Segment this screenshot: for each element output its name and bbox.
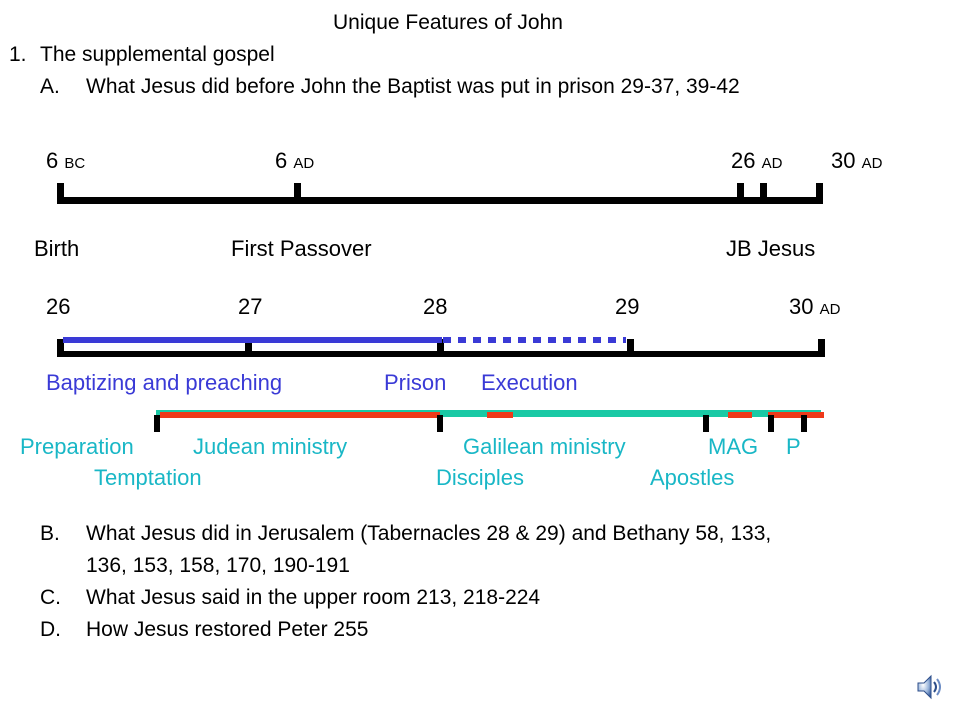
timeline-1-tick-6ad: [294, 183, 301, 204]
label-mag: MAG: [708, 434, 759, 459]
marker-mag: [768, 415, 774, 432]
timeline-1-tick-30ad: [816, 183, 823, 204]
timeline-2-tick-29: [627, 339, 634, 357]
item-b-line-2: 136, 153, 158, 170, 190-191: [86, 554, 350, 577]
timeline-2-tick-26: [57, 339, 64, 357]
tick-label-28: 28: [423, 294, 448, 319]
point-1-text: The supplemental gospel: [40, 43, 275, 66]
item-b-label: B.: [40, 522, 60, 545]
timeline-1-axis: [57, 197, 823, 204]
label-execution: Execution: [481, 370, 578, 395]
page-title: Unique Features of John: [333, 11, 563, 34]
tick-label-26: 26: [46, 294, 71, 319]
item-d-text: How Jesus restored Peter 255: [86, 618, 369, 641]
timeline-1-tick-26ad-jb: [737, 183, 744, 204]
timeline-2-tick-27: [245, 339, 252, 357]
tick-label-6ad: 6 AD: [275, 148, 315, 173]
timeline-1-tick-6bc: [57, 183, 64, 204]
timeline-1-tick-26ad-jesus: [760, 183, 767, 204]
label-apostles: Apostles: [650, 465, 735, 490]
timeline-2-tick-28: [437, 339, 444, 357]
marker-p: [801, 415, 807, 432]
marker-temptation: [154, 415, 160, 432]
tick-label-30ad: 30 AD: [831, 148, 883, 173]
label-preparation: Preparation: [20, 434, 134, 459]
marker-apostles: [703, 415, 709, 432]
tick-label-26ad: 26 AD: [731, 148, 783, 173]
label-disciples: Disciples: [436, 465, 525, 490]
galilean-segment-1: [487, 412, 513, 418]
tick-label-29: 29: [615, 294, 640, 319]
mag-segment: [728, 412, 752, 418]
tick-label-30ad: 30 AD: [789, 294, 841, 319]
event-birth: Birth: [34, 236, 80, 261]
event-first-passover: First Passover: [231, 236, 372, 261]
marker-disciples: [437, 415, 443, 432]
label-baptizing-preaching: Baptizing and preaching: [46, 370, 283, 395]
tick-label-6bc: 6 BC: [46, 148, 86, 173]
item-b-line-1: What Jesus did in Jerusalem (Tabernacles…: [86, 522, 772, 545]
item-d-label: D.: [40, 618, 61, 641]
label-prison: Prison: [384, 370, 447, 395]
label-judean-ministry: Judean ministry: [193, 434, 348, 459]
item-a-text: What Jesus did before John the Baptist w…: [86, 75, 740, 98]
label-p: P: [786, 434, 801, 459]
point-1-number: 1.: [9, 43, 27, 66]
event-jb-jesus: JB Jesus: [726, 236, 816, 261]
speaker-icon[interactable]: [912, 671, 944, 703]
timeline-2-tick-30: [818, 339, 825, 357]
judean-ministry-segment: [160, 412, 440, 418]
john-preaching-bar: [63, 337, 442, 343]
item-a-label: A.: [40, 75, 60, 98]
label-galilean-ministry: Galilean ministry: [463, 434, 626, 459]
item-c-label: C.: [40, 586, 61, 609]
tick-label-27: 27: [238, 294, 263, 319]
item-c-text: What Jesus said in the upper room 213, 2…: [86, 586, 541, 609]
p-segment: [768, 412, 824, 418]
label-temptation: Temptation: [94, 465, 202, 490]
